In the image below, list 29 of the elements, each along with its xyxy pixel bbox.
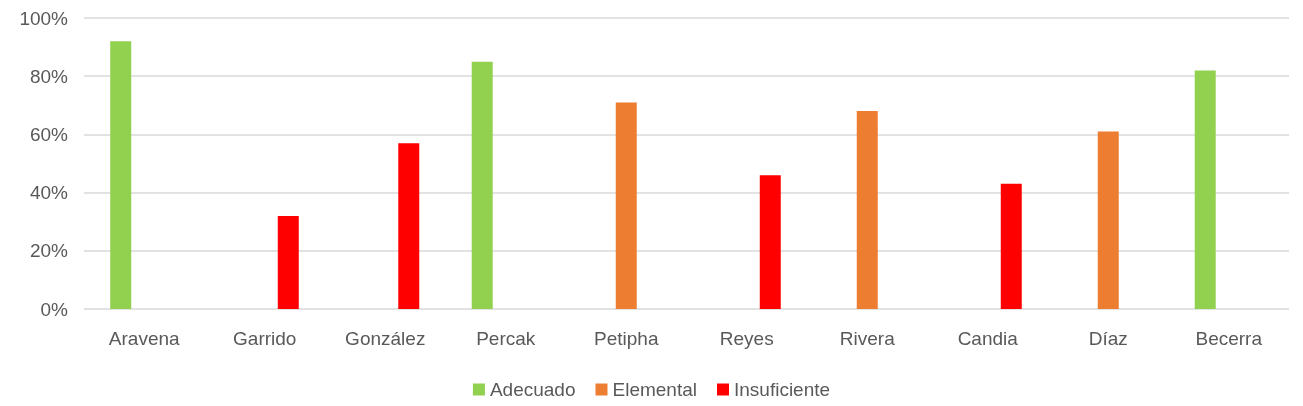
x-tick-label: Reyes <box>719 328 774 349</box>
x-tick-label: Candia <box>957 328 1019 349</box>
x-tick-label: Garrido <box>233 328 297 349</box>
bar <box>615 102 637 309</box>
bar <box>398 143 420 309</box>
y-tick-label: 80% <box>29 65 69 87</box>
bar <box>471 61 493 309</box>
x-tick-label: Petipha <box>594 328 659 349</box>
legend-label: Insuficiente <box>733 379 831 400</box>
x-tick-label: Rivera <box>839 328 896 349</box>
y-tick-label: 20% <box>29 240 69 262</box>
bar <box>1194 70 1216 309</box>
y-tick-label: 60% <box>29 123 69 145</box>
x-tick-label: Díaz <box>1088 328 1128 349</box>
legend-label: Adecuado <box>489 379 576 400</box>
x-tick-label: Aravena <box>108 328 181 349</box>
bar <box>1000 183 1022 309</box>
y-tick-label: 100% <box>19 7 69 29</box>
x-tick-label: González <box>345 328 426 349</box>
x-tick-label: Percak <box>476 328 536 349</box>
bar <box>1097 131 1119 309</box>
y-tick-label: 40% <box>29 182 69 204</box>
bar <box>110 41 132 309</box>
bar <box>856 111 878 309</box>
legend-label: Elemental <box>612 379 697 400</box>
y-tick-label: 0% <box>40 298 69 320</box>
bar <box>759 175 781 309</box>
x-tick-label: Becerra <box>1195 328 1263 349</box>
bar <box>277 215 299 309</box>
